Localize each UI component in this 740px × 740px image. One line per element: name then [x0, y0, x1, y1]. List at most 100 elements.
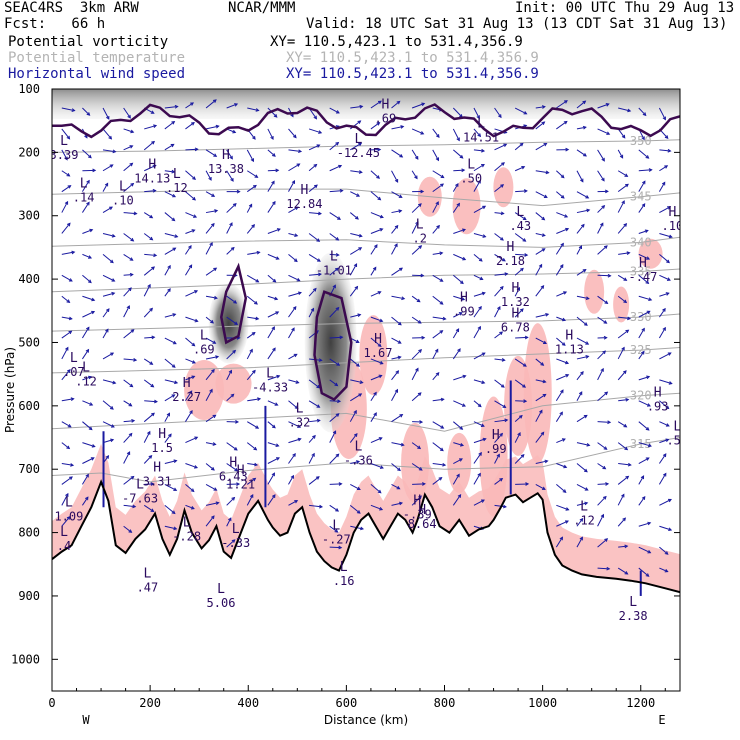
wind-vector — [246, 332, 256, 339]
wind-vector — [246, 224, 255, 234]
wind-vector — [185, 358, 196, 364]
wind-vector — [659, 525, 672, 531]
wind-vector — [288, 379, 299, 384]
wind-vector — [576, 100, 586, 109]
hl-marker: L — [673, 419, 681, 434]
wind-vector — [432, 477, 442, 485]
wind-vector — [411, 245, 422, 255]
wind-vector-head — [667, 352, 672, 356]
wind-vector-head — [273, 113, 278, 118]
wind-vector-head — [559, 264, 564, 268]
wind-vector — [576, 415, 588, 423]
wind-vector-head — [544, 459, 549, 464]
wind-vector-head — [70, 463, 75, 467]
wind-vector-head — [374, 244, 378, 249]
hl-marker: L — [80, 177, 88, 192]
wind-vector — [370, 358, 383, 365]
wind-vector — [226, 370, 232, 381]
wind-vector — [618, 252, 630, 255]
wind-vector-head — [214, 209, 219, 213]
hl-value: .32 — [289, 416, 311, 430]
wind-vector — [329, 336, 343, 339]
axes: 0 200 400 600 800 1000 1200 100 200 300 400 500 600 7… — [11, 82, 680, 710]
wind-vector — [123, 525, 132, 533]
wind-vector-head — [418, 245, 423, 249]
wind-vector — [576, 269, 586, 276]
wind-vector — [123, 379, 133, 388]
wind-vector — [288, 453, 296, 464]
wind-vector — [329, 307, 339, 318]
wind-vector-head — [108, 135, 113, 140]
wind-vector — [164, 265, 171, 276]
wind-vector-head — [524, 335, 529, 340]
hl-value: -.27 — [322, 533, 351, 547]
wind-vector-head — [668, 527, 673, 532]
wind-vector — [391, 225, 399, 234]
wind-vector — [597, 245, 608, 255]
wind-vector-head — [152, 164, 157, 169]
wind-vector-head — [641, 327, 645, 332]
pv-contours — [52, 103, 680, 402]
wind-vector-head — [439, 447, 444, 452]
wind-vector-head — [89, 402, 94, 406]
wind-vector — [370, 291, 381, 297]
wind-vector — [555, 411, 563, 422]
wind-vector-head — [194, 465, 199, 469]
wind-vector-head — [297, 291, 302, 296]
wind-vector — [494, 212, 504, 215]
wind-vector-head — [147, 430, 151, 435]
wind-vector-head — [647, 521, 652, 526]
wind-vector-head — [498, 114, 502, 119]
wind-vector-head — [251, 331, 256, 336]
wind-vector-head — [67, 369, 71, 373]
hl-marker: H — [237, 464, 245, 479]
wind-vector-head — [293, 353, 298, 358]
wind-vector-head — [664, 568, 669, 573]
wind-vector-head — [172, 247, 177, 251]
wind-vector — [308, 379, 320, 389]
wind-vector — [494, 454, 500, 464]
wind-speed-patch — [215, 363, 252, 404]
wind-vector-head — [543, 142, 548, 147]
wind-vector — [143, 284, 151, 297]
wind-vector — [102, 308, 110, 318]
hl-marker: H — [511, 306, 519, 321]
wind-vector — [82, 496, 89, 506]
wind-vector-head — [236, 482, 241, 487]
wind-vector-head — [584, 501, 589, 506]
wind-vector — [617, 517, 626, 527]
wind-vector-head — [522, 384, 527, 388]
hl-marker: L — [266, 367, 274, 382]
wind-vector — [123, 476, 134, 485]
wind-vector-head — [399, 154, 404, 158]
wind-vector — [659, 232, 672, 238]
wind-vector — [185, 170, 196, 180]
isentrope-label: 340 — [630, 235, 652, 249]
wind-vector-head — [460, 443, 465, 447]
wind-vector — [391, 442, 404, 446]
wind-vector — [246, 295, 258, 305]
wind-vector — [638, 522, 651, 527]
wind-vector-head — [563, 464, 568, 469]
hl-value: .4 — [57, 539, 71, 553]
wind-vector-head — [582, 269, 587, 273]
hl-marker: L — [82, 360, 90, 375]
wind-vector-head — [623, 299, 628, 304]
wind-vector-head — [417, 445, 422, 450]
hl-value: 1.67 — [364, 346, 393, 360]
wind-vector-head — [66, 222, 71, 227]
wind-vector — [247, 107, 259, 111]
isentrope-line — [52, 139, 680, 153]
hl-marker: L — [60, 134, 68, 149]
wind-vector-head — [271, 326, 275, 331]
wind-vector — [452, 494, 462, 506]
wind-vector-head — [565, 373, 570, 378]
wind-vector-head — [563, 291, 568, 295]
wind-vector-head — [254, 301, 258, 305]
wind-vector — [411, 203, 422, 213]
wind-vector — [617, 476, 629, 485]
hl-marker: H — [565, 329, 573, 344]
plot-header: SEAC4RS 3km ARW NCAR/MMM Init: 00 UTC Th… — [0, 0, 740, 84]
wind-vector — [247, 274, 259, 283]
wind-vector — [350, 483, 361, 490]
